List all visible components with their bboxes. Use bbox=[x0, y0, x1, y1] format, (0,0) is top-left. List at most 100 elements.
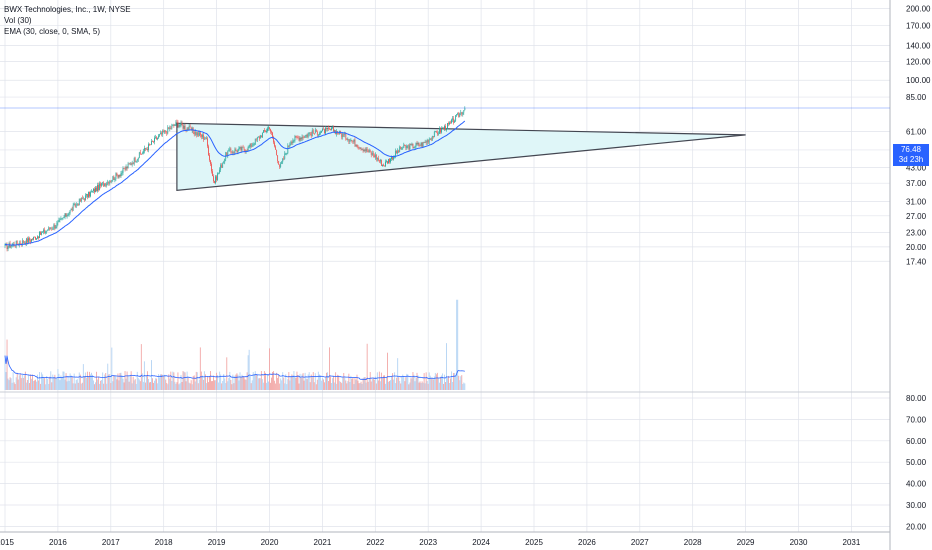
volume-bar bbox=[293, 371, 295, 390]
volume-bar bbox=[33, 380, 34, 390]
volume-bar bbox=[408, 384, 410, 390]
candle-body bbox=[126, 166, 128, 169]
volume-bar bbox=[123, 382, 125, 390]
candle-body bbox=[227, 150, 229, 156]
candle-body bbox=[374, 154, 376, 158]
candle-body bbox=[157, 137, 158, 140]
volume-bar bbox=[321, 377, 323, 390]
candle-body bbox=[403, 144, 405, 148]
candle-body bbox=[208, 146, 209, 156]
volume-bar bbox=[460, 376, 462, 390]
volume-bar bbox=[165, 379, 167, 390]
volume-bar bbox=[401, 376, 403, 390]
volume-bar bbox=[282, 372, 284, 390]
volume-bar bbox=[463, 382, 465, 390]
candle-body bbox=[153, 141, 154, 143]
volume-bar bbox=[269, 348, 270, 390]
volume-bar bbox=[376, 372, 378, 390]
candle-body bbox=[454, 120, 456, 123]
volume-bar bbox=[180, 374, 182, 390]
candle-body bbox=[224, 158, 226, 163]
volume-bar bbox=[273, 371, 275, 390]
candle-body bbox=[74, 203, 76, 207]
volume-bar bbox=[65, 373, 67, 390]
volume-bar bbox=[373, 379, 375, 390]
volume-bar bbox=[355, 379, 357, 390]
candle-body bbox=[320, 130, 322, 133]
volume-bar bbox=[320, 380, 322, 390]
candle-body bbox=[143, 148, 145, 152]
candle-body bbox=[133, 158, 135, 165]
volume-bar bbox=[193, 375, 195, 390]
price-tick-label: 20.00 bbox=[906, 243, 927, 252]
candle-body bbox=[182, 125, 184, 129]
candle-body bbox=[298, 137, 300, 141]
price-tick-label: 170.00 bbox=[906, 21, 931, 30]
candle-body bbox=[460, 112, 462, 114]
volume-bar bbox=[8, 380, 10, 390]
candle-body bbox=[50, 228, 52, 230]
candle-body bbox=[60, 218, 62, 220]
candle-body bbox=[110, 181, 112, 182]
candle-body bbox=[64, 213, 66, 218]
volume-bar bbox=[352, 377, 354, 390]
candle-body bbox=[148, 144, 149, 150]
volume-bar bbox=[357, 380, 359, 390]
candle-body bbox=[235, 149, 237, 151]
volume-bar bbox=[11, 382, 13, 390]
candle-body bbox=[112, 176, 114, 181]
volume-bar bbox=[409, 382, 411, 390]
time-tick-label: 2025 bbox=[525, 538, 543, 547]
candle-body bbox=[282, 158, 284, 163]
candle-body bbox=[59, 219, 61, 221]
volume-bar bbox=[153, 382, 154, 390]
volume-bar bbox=[364, 377, 366, 390]
volume-bar bbox=[339, 381, 341, 390]
candle-body bbox=[155, 137, 156, 138]
candle-body bbox=[264, 130, 265, 132]
volume-bar bbox=[425, 372, 427, 390]
volume-bar bbox=[348, 373, 350, 390]
volume-bar bbox=[134, 379, 136, 390]
candle-body bbox=[418, 142, 420, 146]
candle-body bbox=[257, 136, 259, 138]
candle-body bbox=[388, 159, 389, 164]
volume-bar bbox=[399, 380, 401, 390]
price-tick-label: 85.00 bbox=[906, 93, 927, 102]
candle-body bbox=[194, 131, 196, 135]
candle-body bbox=[162, 130, 164, 135]
volume-bar bbox=[59, 380, 61, 390]
candle-body bbox=[238, 147, 240, 150]
volume-bar bbox=[231, 384, 233, 390]
volume-bar bbox=[299, 373, 301, 390]
candle-body bbox=[309, 133, 311, 135]
candle-body bbox=[136, 159, 138, 162]
candle-body bbox=[42, 232, 44, 233]
candle-body bbox=[449, 122, 450, 125]
volume-bar bbox=[172, 371, 174, 390]
volume-bar bbox=[445, 382, 446, 390]
candle-body bbox=[410, 143, 412, 145]
volume-bar bbox=[128, 381, 130, 390]
volume-bar bbox=[168, 374, 170, 390]
candle-body bbox=[372, 153, 374, 156]
candle-body bbox=[352, 140, 354, 142]
volume-bar bbox=[69, 373, 71, 390]
candle-body bbox=[47, 230, 49, 232]
candle-body bbox=[141, 153, 143, 154]
volume-bar bbox=[381, 377, 383, 390]
candle-body bbox=[198, 132, 200, 136]
candle-body bbox=[239, 147, 241, 148]
volume-bar bbox=[204, 374, 206, 390]
candle-body bbox=[348, 139, 350, 142]
bar-countdown: 3d 23h bbox=[898, 155, 924, 164]
candle-body bbox=[68, 212, 70, 216]
candle-body bbox=[216, 176, 217, 181]
volume-bar bbox=[318, 374, 320, 390]
volume-bar bbox=[436, 372, 438, 390]
candle-body bbox=[305, 134, 307, 136]
candle-body bbox=[207, 138, 208, 147]
candle-body bbox=[193, 132, 195, 135]
volume-bar bbox=[391, 376, 393, 390]
